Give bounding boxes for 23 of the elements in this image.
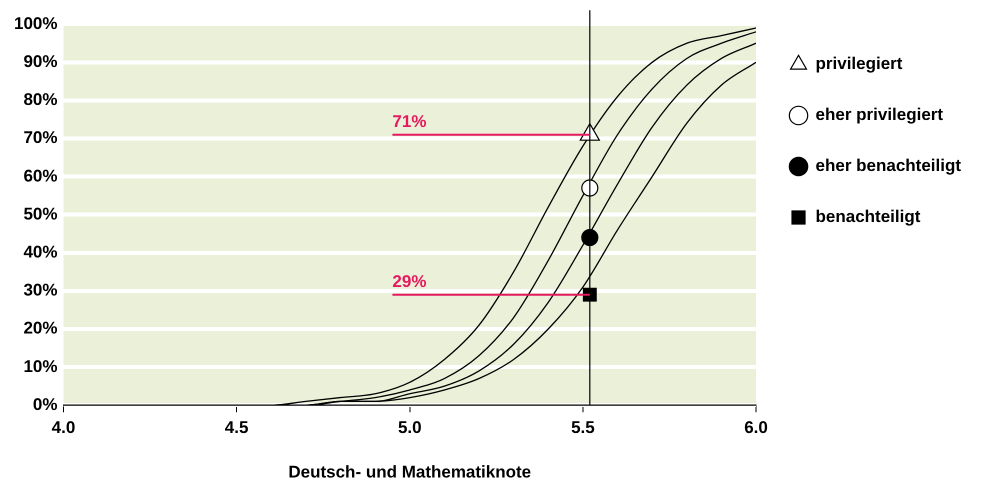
ref-line-label: 71%: [392, 112, 426, 131]
y-tick-label: 50%: [23, 204, 58, 224]
y-tick-label: 100%: [14, 14, 58, 33]
y-tick-label: 10%: [23, 356, 58, 376]
x-tick-label: 6.0: [744, 418, 768, 438]
y-tick-label: 0%: [32, 394, 58, 414]
y-tick-label: 40%: [23, 242, 58, 262]
y-tick-label: 70%: [23, 128, 58, 148]
y-tick-label: 30%: [23, 280, 58, 300]
legend-label: privilegiert: [816, 54, 903, 74]
y-tick-label: 80%: [23, 90, 58, 110]
ref-line-label: 29%: [392, 272, 426, 291]
legend-label: benachteiligt: [816, 207, 921, 226]
legend-label: eher privilegiert: [816, 105, 944, 124]
y-tick-label: 20%: [23, 318, 58, 338]
x-tick-label: 4.5: [224, 418, 248, 438]
x-tick-label: 5.0: [398, 418, 422, 438]
x-tick-label: 4.0: [52, 418, 76, 438]
x-tick-label: 5.5: [571, 418, 595, 438]
y-tick-label: 60%: [23, 166, 58, 186]
legend-label: eher benachteiligt: [816, 156, 962, 176]
y-tick-label: 90%: [23, 52, 58, 71]
x-axis-title: Deutsch- und Mathematiknote: [288, 462, 532, 482]
